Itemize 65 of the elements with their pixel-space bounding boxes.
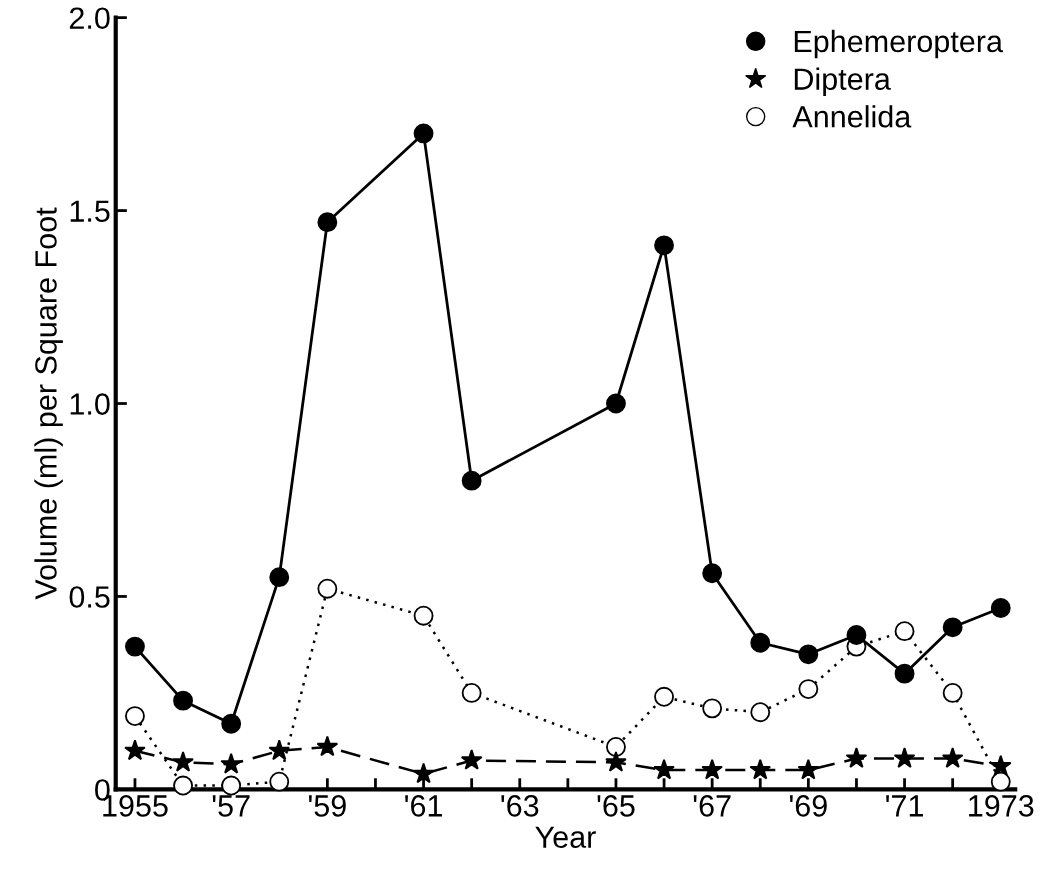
x-axis-title: Year: [535, 826, 596, 848]
point: [749, 758, 772, 780]
point: [172, 751, 194, 772]
point: [894, 621, 915, 642]
point: [654, 235, 674, 256]
point: [221, 775, 242, 796]
y-tick-label: 1.5: [70, 200, 110, 222]
x-tick-label: 1973: [969, 795, 1034, 817]
y-axis-title: Volume (ml) per Square Foot: [34, 207, 63, 600]
x-tick-label: '71: [886, 795, 923, 817]
point: [702, 698, 723, 719]
point: [989, 754, 1012, 776]
point: [942, 682, 963, 703]
point: [317, 212, 338, 233]
point: [798, 679, 819, 699]
point: [173, 775, 193, 796]
y-tick-label: 2.0: [69, 7, 110, 30]
point: [413, 605, 434, 626]
point: [317, 578, 338, 599]
legend-label: Diptera: [794, 67, 891, 96]
y-tick-label: 1.0: [70, 393, 110, 415]
x-tick-label: '69: [790, 795, 827, 817]
legend-label: Ephemeroptera: [794, 29, 1003, 59]
y-tick-label: 0.5: [69, 586, 110, 608]
x-tick-label: '61: [405, 795, 442, 817]
point: [750, 632, 771, 653]
point: [460, 749, 483, 770]
point: [461, 470, 482, 491]
point: [269, 567, 290, 588]
point: [221, 713, 242, 734]
point: [461, 682, 482, 703]
point: [268, 739, 291, 761]
x-tick-label: '59: [309, 795, 346, 817]
legend-label: Annelida: [792, 105, 912, 128]
point: [990, 598, 1011, 618]
point: [894, 663, 915, 684]
point: [750, 702, 771, 723]
point: [125, 636, 145, 657]
point: [893, 747, 916, 768]
point: [653, 758, 675, 780]
point: [845, 747, 868, 768]
point: [941, 747, 964, 768]
point: [606, 737, 626, 757]
point: [173, 690, 193, 711]
point: [605, 751, 627, 772]
x-tick-label: '63: [501, 795, 539, 817]
point: [701, 758, 723, 780]
point: [797, 758, 820, 780]
point: [990, 771, 1011, 792]
point: [269, 771, 290, 792]
x-tick-label: '67: [693, 795, 731, 817]
x-tick-label: '65: [597, 795, 635, 817]
point: [942, 617, 963, 638]
point: [413, 123, 434, 144]
point: [606, 393, 626, 414]
point: [654, 686, 674, 707]
point: [702, 563, 723, 584]
point: [316, 735, 339, 757]
point: [220, 752, 242, 774]
point: [846, 625, 867, 645]
point: [125, 706, 145, 727]
x-tick-label: '57: [212, 795, 250, 817]
point: [412, 762, 435, 784]
point: [798, 644, 819, 665]
point: [124, 739, 146, 761]
